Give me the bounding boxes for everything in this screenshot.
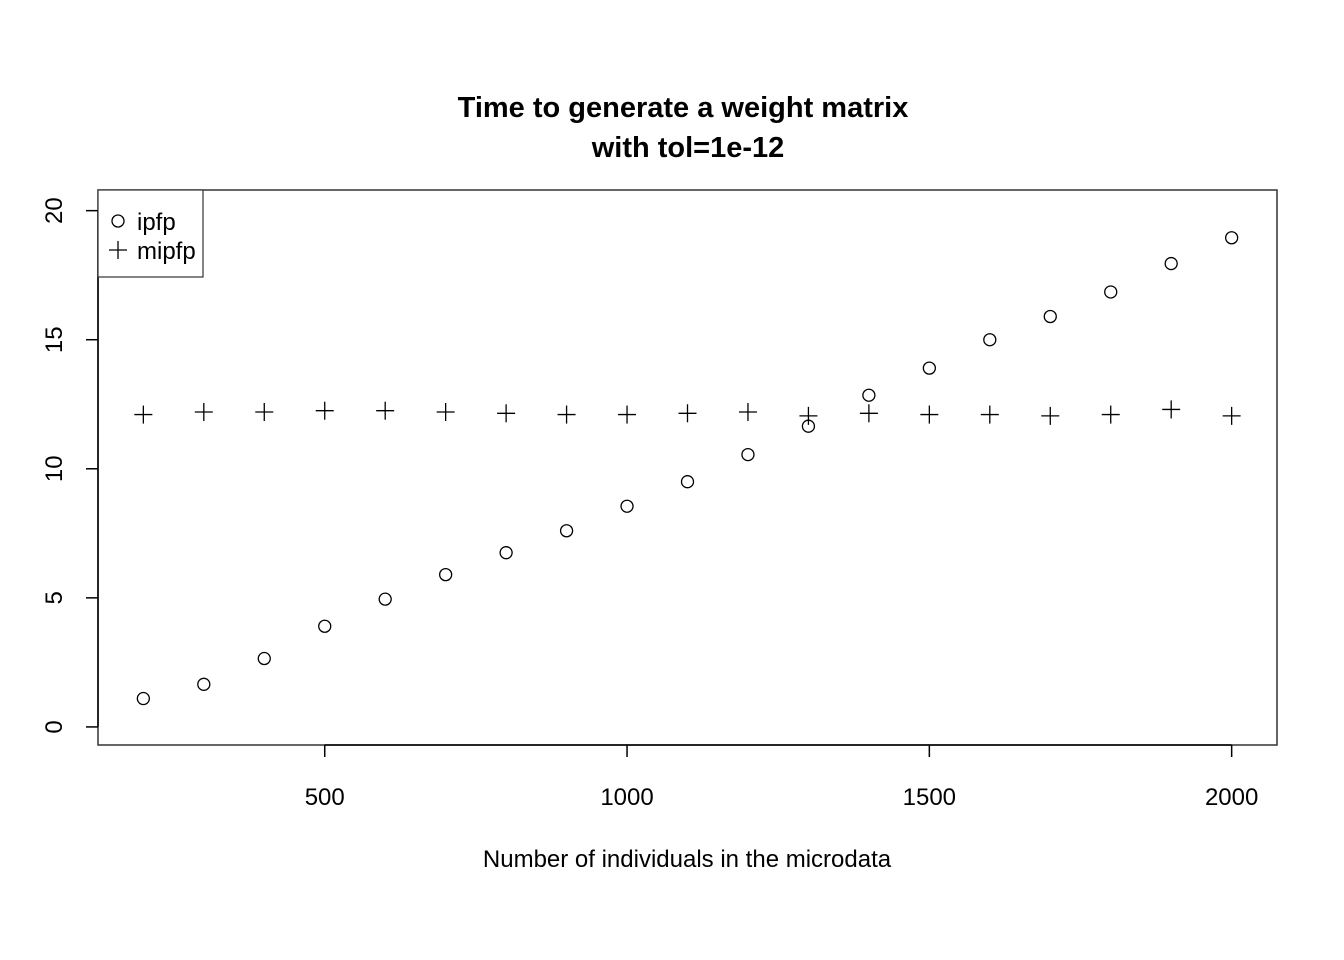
point-ipfp	[499, 546, 513, 560]
y-tick-label: 5	[41, 591, 68, 604]
point-mipfp	[255, 403, 274, 421]
y-tick-label: 15	[41, 326, 68, 353]
point-ipfp	[197, 677, 211, 691]
legend-ipfp-marker	[111, 214, 125, 228]
legend-box	[97, 189, 204, 278]
data-points	[134, 231, 1241, 706]
point-mipfp	[738, 403, 757, 421]
point-ipfp	[136, 691, 150, 706]
point-mipfp	[1222, 406, 1241, 425]
point-ipfp	[620, 499, 634, 513]
point-mipfp	[134, 405, 153, 424]
point-ipfp	[1104, 285, 1118, 299]
point-mipfp	[1162, 400, 1181, 419]
legend-ipfp-label: ipfp	[137, 209, 176, 236]
y-axis: 0 5 10 15 20	[41, 197, 99, 734]
point-mipfp	[1041, 406, 1060, 425]
point-ipfp	[680, 475, 695, 489]
point-mipfp	[920, 405, 939, 424]
y-tick-label: 20	[41, 197, 68, 224]
legend-mipfp-label: mipfp	[137, 238, 196, 265]
x-tick-label: 500	[305, 784, 345, 811]
chart-title-line-1: Time to generate a weight matrix	[458, 92, 909, 124]
y-tick-label: 10	[41, 455, 68, 482]
y-tick-label: 0	[41, 720, 68, 733]
point-mipfp	[980, 405, 999, 424]
point-ipfp	[318, 619, 332, 633]
point-ipfp	[378, 592, 392, 606]
point-mipfp	[678, 404, 697, 423]
point-ipfp	[1225, 231, 1239, 245]
point-ipfp	[741, 447, 755, 462]
point-ipfp	[922, 361, 936, 375]
point-mipfp	[376, 401, 395, 420]
point-mipfp	[436, 403, 455, 421]
point-mipfp	[315, 401, 334, 420]
point-mipfp	[194, 403, 213, 421]
point-ipfp	[257, 651, 271, 666]
legend-mipfp-marker	[109, 241, 127, 259]
x-axis-label: Number of individuals in the microdata	[483, 846, 892, 873]
point-mipfp	[618, 405, 637, 424]
point-mipfp	[859, 404, 878, 423]
x-tick-label: 2000	[1205, 784, 1258, 811]
plot-frame	[97, 189, 1278, 746]
point-ipfp	[862, 388, 876, 402]
x-tick-label: 1500	[903, 784, 956, 811]
x-tick-label: 1000	[600, 784, 653, 811]
legend: ipfp mipfp	[97, 189, 204, 278]
point-ipfp	[1164, 256, 1178, 271]
point-mipfp	[557, 405, 576, 424]
point-ipfp	[559, 524, 574, 538]
point-mipfp	[799, 406, 818, 425]
point-ipfp	[983, 333, 997, 347]
point-ipfp	[1043, 309, 1057, 324]
x-axis: 500 1000 1500 2000	[305, 744, 1258, 811]
chart-title-line-2: with tol=1e-12	[591, 132, 785, 164]
point-mipfp	[497, 404, 516, 423]
point-ipfp	[439, 567, 453, 582]
point-mipfp	[1101, 405, 1120, 424]
